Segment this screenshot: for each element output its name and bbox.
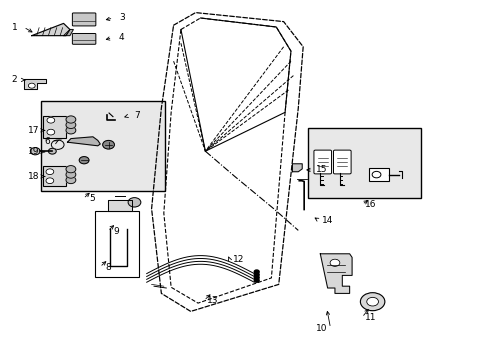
Text: 2: 2	[11, 76, 17, 85]
Polygon shape	[320, 254, 351, 293]
Text: 4: 4	[118, 33, 124, 42]
Circle shape	[30, 148, 40, 155]
Text: 11: 11	[364, 313, 376, 322]
Circle shape	[102, 140, 114, 149]
Circle shape	[254, 276, 259, 279]
Circle shape	[66, 127, 76, 134]
FancyBboxPatch shape	[72, 33, 96, 44]
Circle shape	[47, 129, 55, 135]
Circle shape	[66, 171, 76, 178]
Text: 1: 1	[12, 22, 18, 31]
Bar	[368, 168, 388, 181]
Text: 3: 3	[119, 13, 125, 22]
FancyBboxPatch shape	[333, 150, 350, 174]
Circle shape	[66, 166, 76, 173]
Circle shape	[66, 176, 76, 184]
Bar	[307, 128, 420, 198]
Text: 5: 5	[89, 194, 95, 203]
Text: 6: 6	[44, 137, 50, 146]
Text: 13: 13	[206, 296, 218, 305]
Circle shape	[128, 198, 141, 207]
Circle shape	[329, 259, 339, 266]
Text: 16: 16	[364, 200, 376, 209]
Circle shape	[47, 117, 55, 123]
FancyBboxPatch shape	[72, 13, 96, 26]
Circle shape	[28, 83, 35, 88]
Text: 8: 8	[105, 263, 111, 271]
FancyBboxPatch shape	[313, 150, 331, 174]
Circle shape	[366, 297, 378, 306]
Polygon shape	[107, 200, 132, 211]
Circle shape	[254, 270, 259, 274]
Polygon shape	[32, 23, 70, 36]
Text: 7: 7	[134, 111, 140, 120]
Circle shape	[254, 279, 259, 282]
Text: 10: 10	[315, 324, 327, 333]
Text: 14: 14	[321, 216, 333, 225]
Polygon shape	[67, 137, 100, 146]
Bar	[42, 116, 66, 138]
Bar	[42, 166, 66, 186]
Polygon shape	[24, 79, 46, 89]
Text: 18: 18	[27, 172, 39, 181]
Polygon shape	[292, 164, 302, 172]
Circle shape	[79, 157, 89, 164]
Polygon shape	[63, 30, 73, 36]
Bar	[95, 211, 139, 277]
Circle shape	[66, 121, 76, 129]
Text: 17: 17	[27, 126, 39, 135]
Bar	[41, 101, 165, 191]
Text: 15: 15	[315, 165, 327, 174]
Circle shape	[254, 273, 259, 276]
Text: 12: 12	[232, 256, 244, 264]
Circle shape	[46, 178, 54, 184]
Circle shape	[360, 293, 384, 311]
Circle shape	[48, 148, 56, 154]
Circle shape	[46, 169, 54, 175]
Text: 19: 19	[27, 148, 39, 156]
Text: 9: 9	[113, 227, 119, 236]
Circle shape	[66, 116, 76, 123]
